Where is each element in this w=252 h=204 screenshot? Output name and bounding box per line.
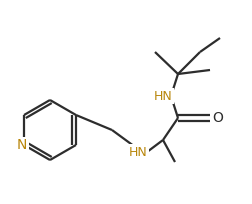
- Text: O: O: [213, 111, 224, 125]
- Text: HN: HN: [154, 90, 172, 102]
- Text: HN: HN: [129, 145, 147, 159]
- Text: N: N: [17, 138, 27, 152]
